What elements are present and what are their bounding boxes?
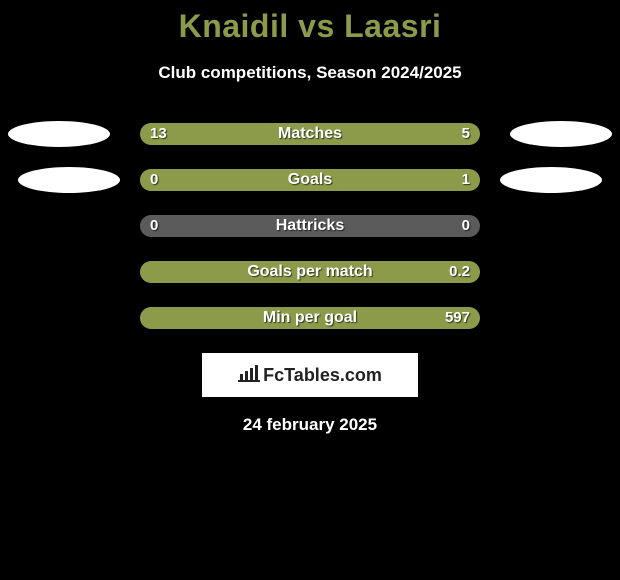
stat-label: Goals per match: [140, 261, 480, 283]
stat-label: Hattricks: [140, 215, 480, 237]
comparison-card: Knaidil vs Laasri Club competitions, Sea…: [0, 0, 620, 580]
stat-label: Matches: [140, 123, 480, 145]
stat-label: Min per goal: [140, 307, 480, 329]
page-title: Knaidil vs Laasri: [0, 0, 620, 45]
player-left-ellipse: [18, 167, 120, 193]
stat-row: 01Goals: [0, 169, 620, 193]
brand-box: FcTables.com: [202, 353, 418, 397]
brand-text: FcTables.com: [263, 365, 382, 386]
brand: FcTables.com: [238, 364, 382, 387]
player-right-ellipse: [500, 167, 602, 193]
stat-row: 135Matches: [0, 123, 620, 147]
stat-label: Goals: [140, 169, 480, 191]
page-subtitle: Club competitions, Season 2024/2025: [0, 63, 620, 83]
player-left-ellipse: [8, 121, 110, 147]
stat-row: 597Min per goal: [0, 307, 620, 331]
bar-chart-icon: [238, 364, 260, 387]
footer-date: 24 february 2025: [0, 415, 620, 435]
stats-area: 135Matches 01Goals 00Hattricks 0.2Goals per…: [0, 123, 620, 331]
stat-row: 0.2Goals per match: [0, 261, 620, 285]
player-right-ellipse: [510, 121, 612, 147]
stat-row: 00Hattricks: [0, 215, 620, 239]
